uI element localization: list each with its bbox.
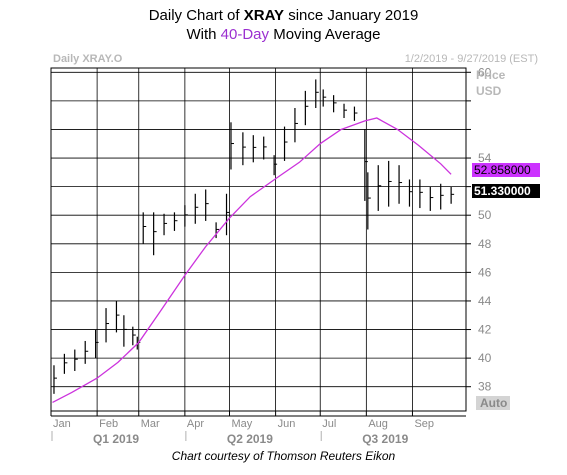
- x-tick-month: Aug: [368, 418, 388, 430]
- y-tick-label: 54: [478, 151, 492, 165]
- usd-axis-label: USD: [476, 84, 502, 98]
- y-tick-label: 60: [478, 65, 492, 79]
- x-tick-month: Sep: [414, 418, 434, 430]
- price-axis-label: Price: [476, 68, 506, 82]
- x-tick-month: May: [231, 418, 252, 430]
- y-tick-label: 50: [478, 208, 492, 222]
- auto-button-label: Auto: [480, 396, 507, 410]
- moving-average-line: [52, 117, 452, 403]
- x-tick-quarter: Q3 2019: [362, 432, 408, 446]
- x-tick-month: Mar: [141, 418, 160, 430]
- title-ticker: XRAY: [243, 7, 285, 24]
- ma-value-text: 52.858000: [474, 163, 531, 177]
- x-tick-quarter: Q1 2019: [93, 432, 139, 446]
- x-tick-month: Apr: [187, 418, 204, 430]
- chart-title: Daily Chart of XRAY since January 2019: [148, 7, 419, 24]
- price-bars: [53, 79, 455, 394]
- last-price-callout: [472, 184, 540, 198]
- chart-subtitle: With 40-Day Moving Average: [186, 26, 381, 43]
- chart-header-right: 1/2/2019 - 9/27/2019 (EST): [405, 53, 538, 65]
- y-tick-label: 38: [478, 380, 492, 394]
- y-tick-label: 46: [478, 265, 492, 279]
- x-tick-month: Jun: [278, 418, 296, 430]
- plot-area: [51, 68, 466, 411]
- auto-button[interactable]: [476, 396, 510, 410]
- y-tick-label: 48: [478, 237, 492, 251]
- y-axis-ticks: 38 40 42 44 46 48 50 54 60: [466, 65, 492, 394]
- y-tick-label: 44: [478, 294, 492, 308]
- chart-courtesy: Chart courtesy of Thomson Reuters Eikon: [171, 449, 396, 463]
- last-price-text: 51.330000: [474, 184, 531, 198]
- subtitle-ma-label: 40-Day: [220, 26, 270, 43]
- y-tick-label: 42: [478, 323, 492, 337]
- x-axis-ticks: Jan Feb Mar Apr May Jun Jul Aug Sep Q1 2019 Q2 201…: [50, 411, 466, 446]
- x-tick-quarter: Q2 2019: [227, 432, 273, 446]
- plot-border: [50, 67, 467, 412]
- x-tick-month: Jan: [53, 418, 71, 430]
- chart-header-left: Daily XRAY.O: [53, 53, 123, 65]
- x-tick-month: Jul: [322, 418, 336, 430]
- x-tick-month: Feb: [99, 418, 118, 430]
- y-tick-label: 40: [478, 351, 492, 365]
- ma-value-callout: [472, 163, 540, 177]
